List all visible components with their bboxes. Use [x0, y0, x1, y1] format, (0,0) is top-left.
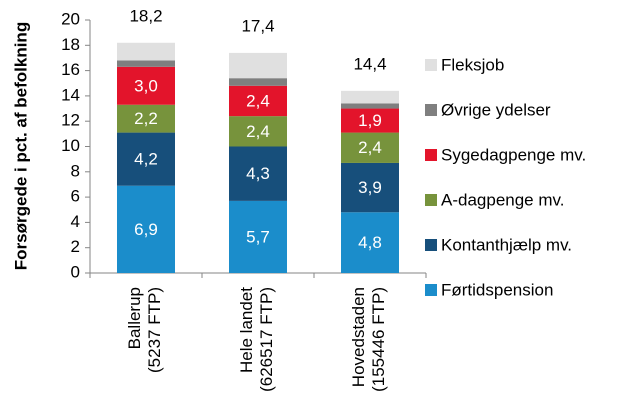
- bar-segment: [341, 162, 399, 213]
- legend-swatch: [425, 59, 437, 71]
- data-label: 1,9: [358, 111, 382, 130]
- bar-segment: [341, 90, 399, 104]
- total-label: 18,2: [129, 6, 162, 25]
- bar-segment: [341, 108, 399, 133]
- y-tick-label: 2: [71, 237, 80, 256]
- legend-swatch: [425, 284, 437, 296]
- data-label: 4,3: [246, 164, 270, 183]
- bar-segment: [341, 212, 399, 273]
- legend-label: Øvrige ydelser: [441, 100, 551, 119]
- y-tick-label: 8: [71, 161, 80, 180]
- data-label: 3,9: [358, 178, 382, 197]
- y-tick-label: 18: [61, 35, 80, 54]
- y-tick-label: 10: [61, 136, 80, 155]
- bar-segment: [117, 66, 175, 105]
- bar-segment: [117, 185, 175, 273]
- bar-segment: [117, 42, 175, 61]
- data-label: 2,2: [134, 109, 158, 128]
- y-tick-label: 20: [61, 9, 80, 28]
- bar-segment: [117, 104, 175, 133]
- data-label: 5,7: [246, 227, 270, 246]
- bar-segment: [117, 132, 175, 186]
- legend-label: A-dagpenge mv.: [441, 190, 564, 209]
- bar-segment: [341, 132, 399, 163]
- legend-label: Sygedagpenge mv.: [441, 145, 586, 164]
- data-label: 2,4: [246, 91, 270, 110]
- bar-segment: [117, 60, 175, 67]
- bar-segment: [229, 78, 287, 86]
- total-label: 14,4: [353, 54, 386, 73]
- bar-segment: [229, 200, 287, 273]
- bar-segment: [341, 103, 399, 109]
- data-label: 4,8: [358, 233, 382, 252]
- data-label: 4,2: [134, 150, 158, 169]
- y-tick-label: 14: [61, 85, 80, 104]
- data-label: 2,4: [246, 122, 270, 141]
- y-tick-label: 16: [61, 60, 80, 79]
- legend-swatch: [425, 194, 437, 206]
- legend-swatch: [425, 104, 437, 116]
- legend-swatch: [425, 149, 437, 161]
- legend-swatch: [425, 239, 437, 251]
- x-tick-label: Hele landet(626517 FTP): [237, 287, 276, 392]
- x-tick-label: Hovedstaden(155446 FTP): [349, 287, 388, 392]
- legend-label: Førtidspension: [441, 280, 553, 299]
- bar-segment: [229, 52, 287, 79]
- bar-segment: [229, 146, 287, 201]
- total-label: 17,4: [241, 16, 274, 35]
- bar-segment: [229, 85, 287, 117]
- legend-label: Kontanthjælp mv.: [441, 235, 572, 254]
- y-tick-label: 0: [71, 262, 80, 281]
- y-tick-label: 4: [71, 212, 80, 231]
- legend-label: Fleksjob: [441, 55, 504, 74]
- data-label: 2,4: [358, 138, 382, 157]
- data-label: 6,9: [134, 220, 158, 239]
- y-tick-label: 12: [61, 111, 80, 130]
- y-axis-label: Forsørgede i pct. af befolkning: [11, 22, 30, 270]
- bar-segment: [229, 116, 287, 147]
- y-tick-label: 6: [71, 187, 80, 206]
- x-tick-label: Ballerup(5237 FTP): [125, 287, 164, 373]
- data-label: 3,0: [134, 76, 158, 95]
